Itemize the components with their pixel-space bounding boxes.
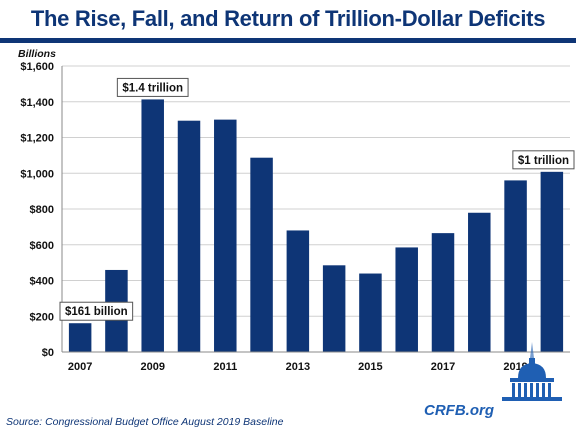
bar [540, 171, 564, 352]
callout-box [512, 150, 575, 170]
bar [68, 323, 92, 352]
x-tick-label: 2013 [286, 361, 310, 373]
y-tick-label: $600 [30, 240, 54, 252]
callout: $1.4 trillion [116, 77, 189, 97]
x-tick-label: 2011 [213, 361, 237, 373]
y-tick-label: $1,600 [20, 61, 54, 73]
bar [141, 99, 164, 353]
bar [359, 273, 382, 352]
capitol-dome-icon [502, 342, 562, 401]
bar [468, 212, 491, 352]
x-tick-label: 2007 [68, 361, 92, 373]
title-underline [0, 38, 576, 43]
y-tick-label: $1,000 [20, 168, 54, 180]
bar [504, 180, 527, 352]
callout-label: $1.4 trillion [122, 82, 183, 94]
y-tick-label: $1,200 [20, 133, 54, 145]
callout-box [116, 77, 189, 97]
callout: $1 trillion [512, 150, 575, 170]
callout-label: $1 trillion [518, 155, 569, 167]
x-tick-label: 2017 [431, 361, 455, 373]
y-tick-labels: $0 $200 $400 $600 $800 $1,000 $1,200 $1,400 $1,6… [20, 61, 54, 359]
callouts: $161 billion $1.4 trillion $1 trillion [59, 77, 575, 321]
chart-title: The Rise, Fall, and Return of Trillion-D… [30, 6, 546, 31]
bar [250, 157, 273, 352]
source-note: Source: Congressional Budget Office Augu… [6, 416, 284, 428]
bars [68, 99, 564, 353]
x-tick-label: 2009 [140, 361, 164, 373]
brand-label: CRFB.org [424, 402, 494, 419]
bar [214, 119, 237, 352]
y-tick-label: $1,400 [20, 97, 54, 109]
callout-label: $161 billion [65, 306, 128, 318]
bar [286, 230, 310, 352]
callout: $161 billion [59, 301, 134, 321]
bar [177, 120, 201, 352]
y-tick-label: $400 [30, 276, 54, 288]
bar [322, 265, 346, 352]
y-tick-label: $200 [30, 311, 54, 323]
callout-box [59, 301, 134, 321]
x-tick-label: 2015 [358, 361, 382, 373]
gridlines [62, 65, 570, 317]
x-tick-labels: 2007 2009 2011 2013 2015 2017 2019 [68, 361, 528, 373]
y-tick-label: $800 [30, 204, 54, 216]
bar [395, 247, 418, 352]
y-tick-label: $0 [42, 347, 54, 359]
bar [431, 233, 455, 352]
y-axis-label: Billions [18, 48, 56, 60]
